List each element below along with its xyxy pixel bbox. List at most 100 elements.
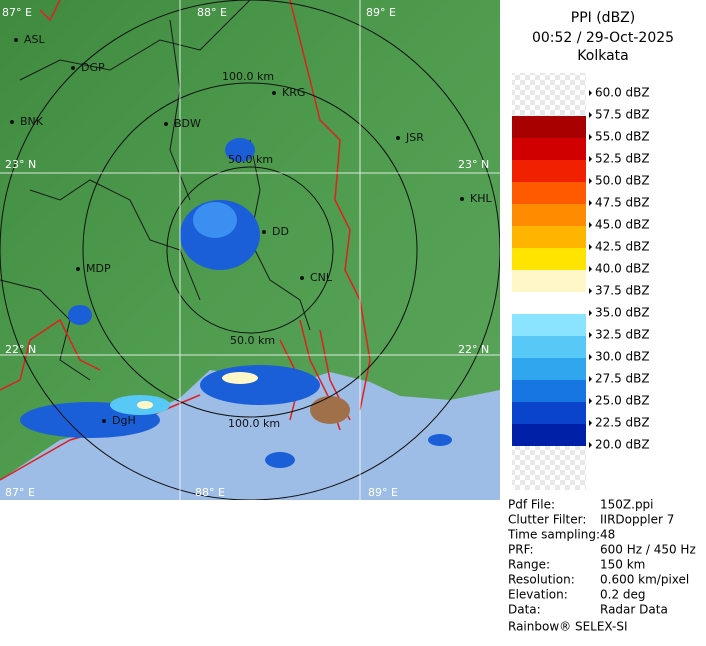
- legend-arrow: [589, 156, 592, 162]
- grid-label: 22° N: [5, 343, 36, 356]
- city-dot: [14, 38, 18, 42]
- legend-arrow: [589, 288, 592, 294]
- legend-label: 47.5 dBZ: [595, 196, 650, 210]
- info-value: 600 Hz / 450 Hz: [600, 543, 696, 557]
- grid-label: 88° E: [197, 6, 227, 19]
- info-value: 48: [600, 528, 615, 542]
- info-key: Clutter Filter:: [508, 513, 586, 527]
- info-key: Time sampling:: [507, 528, 600, 542]
- legend-label: 52.5 dBZ: [595, 152, 650, 166]
- station: Kolkata: [577, 48, 628, 64]
- legend-label: 32.5 dBZ: [595, 328, 650, 342]
- legend-label: 22.5 dBZ: [595, 416, 650, 430]
- legend-band: [512, 380, 586, 402]
- grid-label: 89° E: [368, 486, 398, 499]
- grid-label: 87° E: [5, 486, 35, 499]
- legend-arrow: [589, 376, 592, 382]
- city-label: KRG: [282, 86, 305, 99]
- legend-label: 25.0 dBZ: [595, 394, 650, 408]
- legend-label: 50.0 dBZ: [595, 174, 650, 188]
- legend-label: 30.0 dBZ: [595, 350, 650, 364]
- legend-arrow: [589, 178, 592, 184]
- grid-label: 87° E: [2, 6, 32, 19]
- city-label: KHL: [470, 192, 492, 205]
- footer: Rainbow® SELEX-SI: [508, 620, 628, 634]
- legend-arrow: [589, 354, 592, 360]
- legend-band: [512, 314, 586, 336]
- range-label: 50.0 km: [230, 334, 275, 347]
- range-label: 50.0 km: [228, 153, 273, 166]
- legend-band: [512, 248, 586, 270]
- grid-label: 88° E: [195, 486, 225, 499]
- time: 00:52 / 29-Oct-2025: [532, 30, 674, 46]
- city-dot: [262, 230, 266, 234]
- title: PPI (dBZ): [571, 10, 635, 26]
- city-label: BDW: [174, 117, 201, 130]
- info-key: Range:: [508, 558, 550, 572]
- legend-band: [512, 358, 586, 380]
- legend-band: [512, 204, 586, 226]
- legend-label: 20.0 dBZ: [595, 438, 650, 452]
- range-label: 100.0 km: [222, 70, 274, 83]
- info-value: Radar Data: [600, 603, 668, 617]
- legend-arrow: [589, 310, 592, 316]
- legend-arrow: [589, 200, 592, 206]
- legend-label: 60.0 dBZ: [595, 86, 650, 100]
- info-value: 150 km: [600, 558, 645, 572]
- city-label: MDP: [86, 262, 111, 275]
- city-dot: [300, 276, 304, 280]
- info-key: Elevation:: [508, 588, 568, 602]
- info-value: 150Z.ppi: [600, 498, 654, 512]
- grid-label: 22° N: [458, 343, 489, 356]
- legend-band: [512, 424, 586, 446]
- legend-arrow: [589, 398, 592, 404]
- legend-band: [512, 226, 586, 248]
- city-dot: [396, 136, 400, 140]
- legend-label: 42.5 dBZ: [595, 240, 650, 254]
- city-dot: [76, 267, 80, 271]
- city-dot: [71, 66, 75, 70]
- city-label: DD: [272, 225, 289, 238]
- city-label: DGP: [81, 61, 105, 74]
- info-value: IIRDoppler 7: [600, 513, 674, 527]
- legend-arrow: [589, 134, 592, 140]
- legend-band: [512, 116, 586, 138]
- city-dot: [102, 419, 106, 423]
- legend-band: [512, 138, 586, 160]
- legend-band: [512, 270, 586, 292]
- legend-band: [512, 182, 586, 204]
- info-key: Data:: [508, 603, 541, 617]
- city-label: ASL: [24, 33, 46, 46]
- city-label: JSR: [405, 131, 424, 144]
- city-dot: [164, 122, 168, 126]
- city-label: BNK: [20, 115, 44, 128]
- info-key: Resolution:: [508, 573, 575, 587]
- legend-arrow: [589, 420, 592, 426]
- legend-arrow: [589, 332, 592, 338]
- legend-band: [512, 160, 586, 182]
- legend-arrow: [589, 442, 592, 448]
- range-label: 100.0 km: [228, 417, 280, 430]
- legend-arrow: [589, 244, 592, 250]
- grid-label: 89° E: [366, 6, 396, 19]
- info-value: 0.2 deg: [600, 588, 646, 602]
- legend-label: 45.0 dBZ: [595, 218, 650, 232]
- map: 87° E 88° E 89° E 23° N 23° N 22° N 22° N 88° E…: [0, 0, 500, 500]
- grid-label: 23° N: [5, 158, 36, 171]
- info-value: 0.600 km/pixel: [600, 573, 689, 587]
- legend-arrow: [589, 112, 592, 118]
- city-dot: [272, 91, 276, 95]
- city-dot: [460, 197, 464, 201]
- legend-label: 40.0 dBZ: [595, 262, 650, 276]
- city-label: CNL: [310, 271, 333, 284]
- legend-arrow: [589, 90, 592, 96]
- info-key: PRF:: [508, 543, 534, 557]
- legend-arrow: [589, 222, 592, 228]
- grid-label: 23° N: [458, 158, 489, 171]
- legend-arrow: [589, 266, 592, 272]
- legend-label: 57.5 dBZ: [595, 108, 650, 122]
- info-key: Pdf File:: [508, 498, 555, 512]
- legend-band: [512, 336, 586, 358]
- legend-label: 35.0 dBZ: [595, 306, 650, 320]
